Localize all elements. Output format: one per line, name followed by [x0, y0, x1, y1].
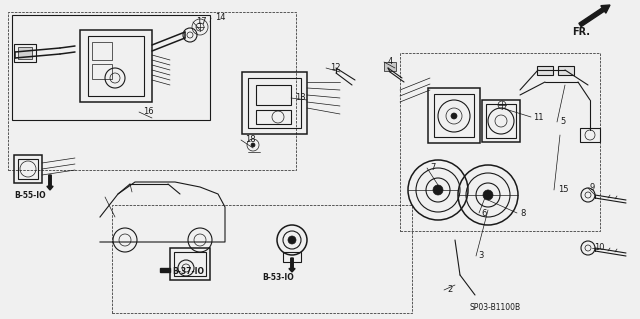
Bar	[558, 66, 574, 75]
Bar	[283, 252, 301, 262]
Bar	[14, 44, 36, 62]
Bar	[112, 205, 412, 313]
Bar	[12, 15, 210, 120]
Bar	[88, 36, 144, 96]
FancyArrow shape	[579, 5, 610, 27]
Circle shape	[483, 190, 493, 200]
Text: 6: 6	[481, 209, 486, 218]
Text: B-55-IO: B-55-IO	[14, 191, 45, 201]
Bar	[256, 85, 291, 105]
Bar	[92, 64, 112, 79]
Bar	[482, 100, 520, 142]
Text: 12: 12	[330, 63, 340, 72]
Circle shape	[288, 236, 296, 244]
Bar	[8, 12, 296, 170]
Bar	[400, 53, 600, 231]
Bar	[384, 62, 396, 71]
Bar	[80, 30, 152, 102]
Text: 9: 9	[590, 183, 595, 192]
Text: 14: 14	[215, 13, 225, 23]
Bar	[537, 66, 553, 75]
Bar	[256, 110, 291, 124]
Bar	[248, 78, 301, 128]
Circle shape	[433, 185, 443, 195]
Text: 2: 2	[447, 286, 452, 294]
Bar	[434, 94, 474, 137]
Bar	[14, 155, 42, 183]
Circle shape	[451, 113, 457, 119]
Text: 4: 4	[388, 57, 393, 66]
Text: B-53-IO: B-53-IO	[262, 273, 294, 283]
Polygon shape	[160, 268, 170, 272]
Bar	[242, 72, 307, 134]
FancyArrow shape	[47, 175, 53, 190]
Bar	[170, 248, 210, 280]
Bar	[580, 128, 600, 142]
Text: 13: 13	[295, 93, 306, 102]
Bar	[92, 42, 112, 60]
Text: 18: 18	[245, 136, 255, 145]
Circle shape	[251, 143, 255, 147]
Bar	[174, 252, 206, 276]
Text: 11: 11	[533, 113, 543, 122]
Text: FR.: FR.	[572, 27, 590, 37]
Text: 7: 7	[430, 164, 435, 173]
Text: 3: 3	[478, 251, 483, 261]
Text: 10: 10	[594, 243, 605, 253]
Text: 16: 16	[143, 108, 154, 116]
Bar	[428, 88, 480, 143]
Text: SP03-B1100B: SP03-B1100B	[470, 303, 521, 313]
Text: 8: 8	[520, 209, 525, 218]
Text: 5: 5	[560, 117, 565, 127]
Bar	[486, 104, 516, 138]
Bar	[18, 159, 38, 179]
Text: 15: 15	[558, 186, 568, 195]
Bar	[18, 47, 32, 59]
FancyArrow shape	[289, 258, 295, 272]
Text: 17: 17	[196, 18, 207, 26]
Text: B-37-IO: B-37-IO	[172, 268, 204, 277]
